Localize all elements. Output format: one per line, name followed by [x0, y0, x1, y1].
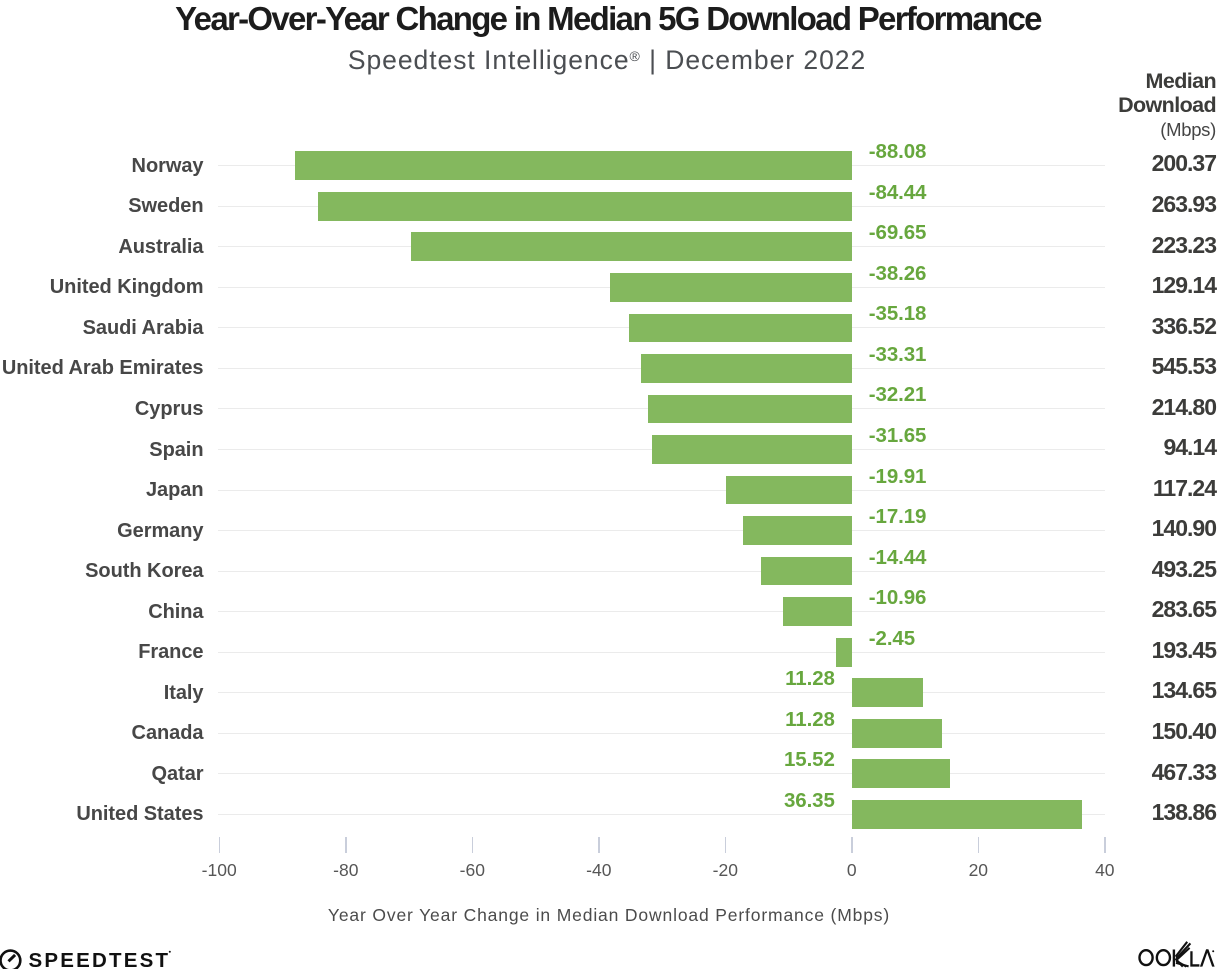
svg-text:SPEEDTEST: SPEEDTEST	[29, 949, 171, 969]
